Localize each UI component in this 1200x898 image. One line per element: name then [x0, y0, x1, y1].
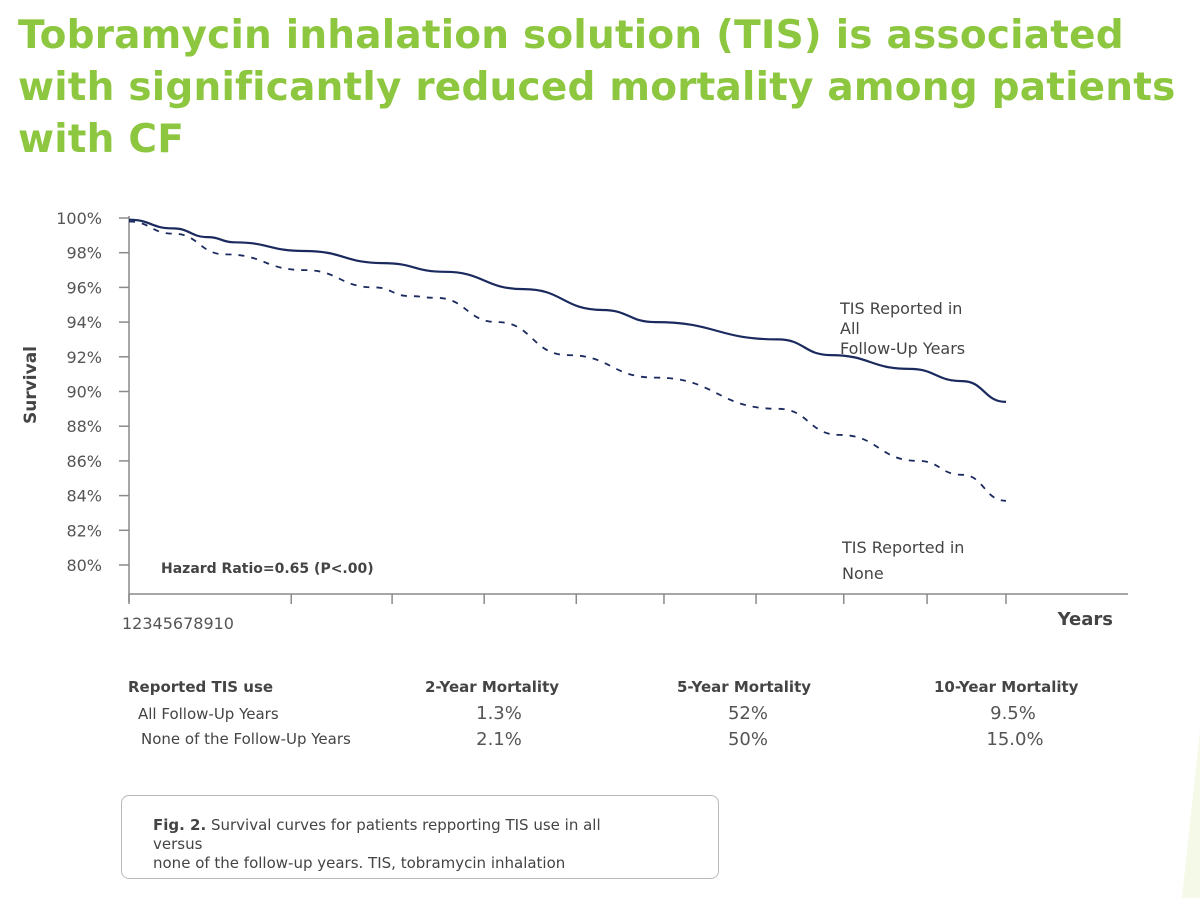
x-axis-ticks	[128, 594, 1007, 604]
table-header-use: Reported TIS use	[128, 678, 274, 696]
caption-text-1: Survival curves for patients repporting …	[206, 816, 601, 834]
y-axis-ticks: 100% 98% 96% 94% 92% 90% 88% 86% 84% 82% 80%	[56, 209, 129, 575]
series-label-line: Follow-Up Years	[840, 339, 965, 358]
caption-line-1: Fig. 2. Survival curves for patients rep…	[153, 816, 688, 835]
x-tick-labels: 12345678910	[122, 614, 234, 633]
hazard-ratio-annotation: Hazard Ratio=0.65 (P<.00)	[161, 561, 374, 577]
caption-line-3: none of the follow-up years. TIS, tobram…	[153, 854, 566, 872]
series-label-none: TIS Reported in None	[841, 538, 964, 583]
table-cell: 2.1%	[476, 729, 522, 750]
series-line-none	[128, 220, 1007, 502]
y-tick-label: 88%	[66, 417, 102, 436]
y-tick-label: 98%	[66, 244, 102, 263]
series-label-line: None	[842, 564, 884, 583]
chart-axes	[128, 216, 1128, 602]
table-cell: 1.3%	[476, 703, 522, 724]
y-axis-label: Survival	[21, 346, 41, 424]
table-cell: 52%	[727, 703, 768, 724]
y-tick-label: 80%	[66, 556, 102, 575]
y-tick-label: 90%	[66, 383, 102, 402]
survival-chart: 100% 98% 96% 94% 92% 90% 88% 86% 84% 82% 80% Survi…	[21, 209, 1128, 633]
decorative-corner	[1182, 730, 1200, 898]
table-row-label: None of the Follow-Up Years	[141, 730, 351, 748]
series-lines	[128, 218, 1007, 502]
series-label-line: TIS Reported in	[841, 538, 964, 557]
y-tick-label: 82%	[66, 521, 102, 540]
y-tick-label: 94%	[66, 313, 102, 332]
table-header-10yr: 10-Year Mortality	[934, 678, 1079, 696]
y-tick-label: 84%	[66, 487, 102, 506]
table-header-2yr: 2-Year Mortality	[425, 678, 560, 696]
series-label-line: TIS Reported in	[839, 299, 962, 318]
figure-caption: Fig. 2. Survival curves for patients rep…	[121, 795, 719, 879]
table-cell: 50%	[727, 729, 768, 750]
caption-line-2: versus	[153, 835, 203, 853]
y-tick-label: 96%	[66, 278, 102, 297]
series-label-line: All	[840, 319, 860, 338]
table-cell: 9.5%	[990, 703, 1036, 724]
table-header-5yr: 5-Year Mortality	[677, 678, 812, 696]
slide-title: Tobramycin inhalation solution (TIS) is …	[18, 13, 1176, 162]
series-line-all-years	[128, 218, 1007, 403]
y-tick-label: 86%	[66, 452, 102, 471]
caption-figure-number: Fig. 2.	[153, 816, 207, 834]
x-axis-label: Years	[1057, 609, 1113, 630]
y-tick-label: 100%	[56, 209, 102, 228]
table-cell: 15.0%	[986, 729, 1044, 750]
y-tick-label: 92%	[66, 348, 102, 367]
table-row-label: All Follow-Up Years	[138, 705, 279, 723]
